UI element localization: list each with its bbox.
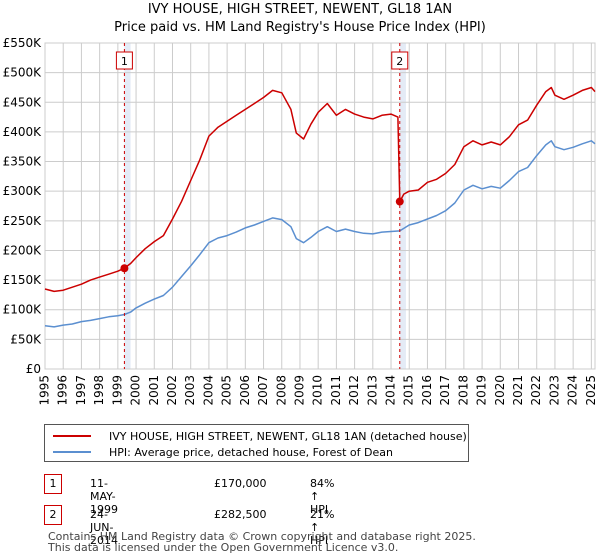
- x-tick-label: 1995: [38, 375, 52, 406]
- x-tick-label: 2024: [566, 375, 580, 406]
- chart-title-line1: IVY HOUSE, HIGH STREET, NEWENT, GL18 1AN: [147, 2, 453, 17]
- x-tick-label: 2006: [238, 375, 252, 406]
- y-tick-label: £450K: [3, 95, 43, 109]
- legend-swatch-property: [53, 435, 91, 437]
- sale-point-2: [395, 197, 404, 206]
- x-tick-label: 2018: [456, 375, 470, 406]
- property-price-line: [44, 86, 596, 293]
- sale-marker-box-2: [391, 51, 409, 70]
- sale-marker-box-1: [115, 51, 133, 70]
- y-tick-label: £0: [26, 362, 41, 376]
- footer-line2: This data is licensed under the Open Gov…: [48, 541, 399, 554]
- x-tick-label: 2015: [402, 375, 416, 406]
- x-tick-label: 2005: [220, 375, 234, 406]
- sale-marker-label-2: 2: [396, 55, 403, 68]
- x-tick-label: 2014: [384, 375, 398, 406]
- x-tick-label: 2009: [292, 375, 306, 406]
- legend-label-property: IVY HOUSE, HIGH STREET, NEWENT, GL18 1AN…: [109, 429, 467, 443]
- y-tick-label: £300K: [3, 184, 43, 198]
- sale-price-1: £170,000: [214, 477, 267, 490]
- x-tick-label: 2022: [529, 375, 543, 406]
- footer-line1: Contains HM Land Registry data © Crown c…: [48, 530, 476, 543]
- legend: IVY HOUSE, HIGH STREET, NEWENT, GL18 1AN…: [44, 424, 469, 462]
- x-tick-label: 1996: [56, 375, 70, 406]
- x-tick-label: 2007: [256, 375, 270, 406]
- legend-item-property: IVY HOUSE, HIGH STREET, NEWENT, GL18 1AN…: [53, 428, 467, 444]
- chart-title-line2: Price paid vs. HM Land Registry's House …: [114, 20, 486, 35]
- y-tick-label: £500K: [3, 66, 43, 80]
- x-tick-label: 2000: [129, 375, 143, 406]
- price-chart: £0 £50K £100K £150K £200K £250K £300K £350K £400…: [3, 36, 598, 406]
- sale-shade-2: [399, 43, 406, 369]
- y-tick-label: £350K: [3, 155, 43, 169]
- y-tick-label: £550K: [3, 36, 43, 50]
- y-tick-label: £250K: [3, 214, 43, 228]
- x-tick-label: 2012: [347, 375, 361, 406]
- sale-delta-2: 21% ↑ HPI: [310, 508, 335, 547]
- sale-point-1: [120, 264, 129, 273]
- sale-badge-2: 2: [44, 505, 62, 525]
- footer: Contains HM Land Registry data © Crown c…: [48, 531, 476, 553]
- x-tick-label: 2017: [438, 375, 452, 406]
- x-tick-label: 2011: [329, 375, 343, 406]
- x-tick-label: 1999: [110, 375, 124, 406]
- plot-frame: [44, 42, 596, 370]
- sale-date-1: 11-MAY-1999: [90, 477, 118, 516]
- legend-label-hpi: HPI: Average price, detached house, Fore…: [109, 445, 393, 459]
- sale-delta-1: 84% ↑ HPI: [310, 477, 335, 516]
- x-tick-label: 2008: [274, 375, 288, 406]
- x-tick-label: 2003: [183, 375, 197, 406]
- y-tick-label: £50K: [10, 332, 42, 346]
- x-tick-label: 2016: [420, 375, 434, 406]
- x-tick-label: 2004: [201, 375, 215, 406]
- y-tick-label: £200K: [3, 243, 43, 257]
- sale-date-2: 24-JUN-2014: [90, 508, 118, 547]
- sale-marker-label-1: 1: [121, 55, 128, 68]
- x-tick-label: 1997: [74, 375, 88, 406]
- x-tick-label: 2013: [365, 375, 379, 406]
- sale-badge-1: 1: [44, 474, 62, 494]
- legend-item-hpi: HPI: Average price, detached house, Fore…: [53, 444, 393, 460]
- x-tick-label: 2019: [475, 375, 489, 406]
- y-tick-label: £400K: [3, 125, 43, 139]
- x-tick-label: 2021: [511, 375, 525, 406]
- x-tick-label: 2010: [311, 375, 325, 406]
- x-tick-label: 1998: [92, 375, 106, 406]
- x-tick-label: 2020: [493, 375, 507, 406]
- sale-price-2: £282,500: [214, 508, 267, 521]
- x-tick-label: 2025: [584, 375, 598, 406]
- x-tick-label: 2023: [547, 375, 561, 406]
- legend-swatch-hpi: [53, 451, 91, 453]
- x-tick-label: 2002: [165, 375, 179, 406]
- x-tick-label: 2001: [147, 375, 161, 406]
- sale-shade-1: [124, 43, 131, 369]
- hpi-line: [44, 140, 596, 328]
- y-tick-label: £150K: [3, 273, 43, 287]
- y-tick-label: £100K: [3, 303, 43, 317]
